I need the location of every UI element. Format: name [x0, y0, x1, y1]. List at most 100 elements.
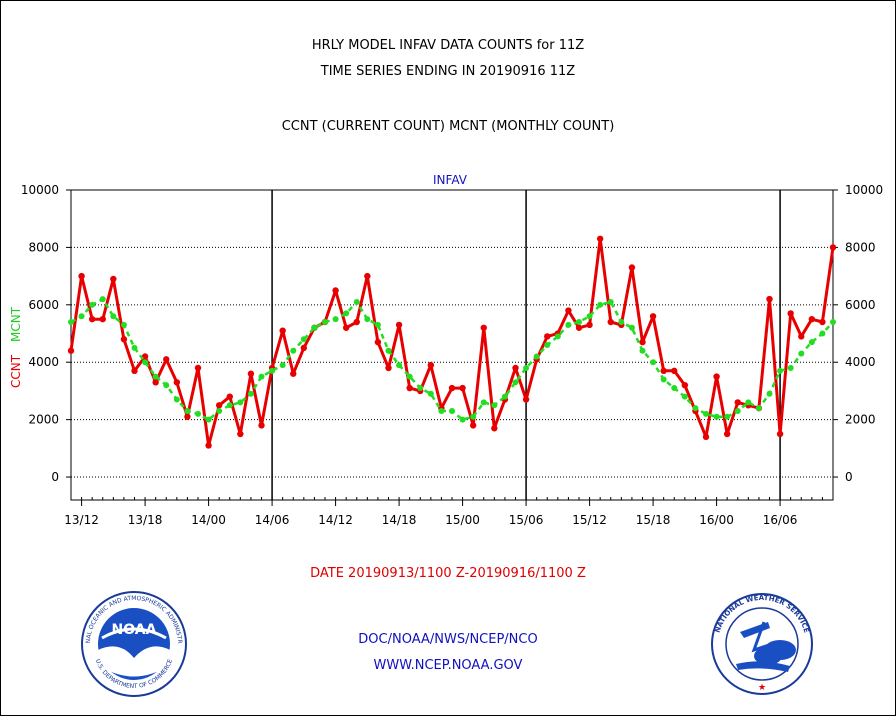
- data-point-mcnt: [660, 376, 667, 383]
- data-point-mcnt: [703, 410, 709, 417]
- data-point-mcnt: [755, 405, 762, 412]
- data-point-mcnt: [78, 313, 85, 320]
- x-tick-label: 15/06: [509, 513, 544, 527]
- data-point-ccnt: [67, 347, 75, 354]
- data-point-ccnt: [734, 399, 741, 406]
- data-point-ccnt: [184, 413, 191, 420]
- y-tick-label-left: 0: [51, 470, 59, 484]
- title-line-2: TIME SERIES ENDING IN 20190916 11Z: [320, 64, 576, 79]
- data-point-mcnt: [501, 393, 508, 400]
- data-point-ccnt: [226, 393, 233, 400]
- data-point-ccnt: [522, 396, 530, 403]
- y-axis-label-ccnt: CCNT: [9, 354, 23, 388]
- data-point-ccnt: [776, 430, 784, 438]
- data-point-ccnt: [247, 370, 255, 377]
- data-point-mcnt: [279, 362, 286, 369]
- y-tick-label-right: 2000: [845, 413, 876, 427]
- svg-text:★: ★: [758, 683, 766, 693]
- data-point-ccnt: [787, 310, 794, 317]
- data-point-mcnt: [173, 396, 180, 403]
- data-point-mcnt: [396, 362, 403, 369]
- data-point-mcnt: [290, 347, 297, 354]
- data-point-mcnt: [226, 402, 233, 409]
- data-point-mcnt: [491, 402, 498, 409]
- data-point-mcnt: [332, 316, 339, 323]
- series-line-mcnt: [70, 297, 834, 421]
- data-point-ccnt: [78, 272, 85, 280]
- data-point-mcnt: [89, 301, 96, 308]
- data-point-mcnt: [745, 399, 752, 406]
- data-point-mcnt: [554, 333, 561, 340]
- data-point-mcnt: [671, 385, 678, 392]
- data-point-ccnt: [628, 264, 636, 271]
- data-point-ccnt: [120, 336, 128, 343]
- x-tick-label: 16/00: [699, 513, 734, 527]
- data-point-ccnt: [258, 422, 265, 429]
- data-point-mcnt: [120, 321, 127, 328]
- data-point-ccnt: [723, 430, 731, 438]
- data-point-ccnt: [99, 315, 106, 323]
- noaa-logo: NOAA NATIONAL OCEANIC AND ATMOSPHERIC AD…: [80, 590, 187, 697]
- data-point-ccnt: [194, 364, 202, 372]
- title-line-1: HRLY MODEL INFAV DATA COUNTS for 11Z: [311, 38, 585, 53]
- data-point-ccnt: [395, 321, 403, 329]
- data-point-mcnt: [163, 382, 170, 389]
- data-point-ccnt: [639, 338, 646, 346]
- x-tick-label: 13/12: [64, 513, 99, 527]
- data-point-mcnt: [734, 408, 741, 415]
- data-point-mcnt: [480, 399, 487, 406]
- data-point-ccnt: [459, 384, 466, 392]
- data-point-ccnt: [544, 333, 551, 340]
- data-point-mcnt: [142, 359, 149, 366]
- x-tick-label: 15/12: [572, 513, 607, 527]
- data-point-mcnt: [830, 319, 836, 326]
- url-link[interactable]: WWW.NCEP.NOAA.GOV: [373, 658, 523, 673]
- data-point-mcnt: [586, 313, 593, 320]
- data-point-mcnt: [618, 319, 625, 326]
- x-tick-label: 14/18: [382, 513, 417, 527]
- data-point-mcnt: [533, 353, 540, 360]
- data-point-mcnt: [152, 373, 159, 380]
- data-point-mcnt: [512, 379, 519, 386]
- org-text: DOC/NOAA/NWS/NCEP/NCO: [358, 632, 538, 647]
- data-point-ccnt: [237, 430, 244, 438]
- data-point-mcnt: [385, 347, 392, 354]
- data-point-mcnt: [68, 319, 74, 326]
- data-point-ccnt: [565, 307, 572, 314]
- data-point-mcnt: [110, 313, 117, 320]
- data-point-ccnt: [607, 318, 614, 326]
- plot-border: [70, 189, 834, 501]
- data-point-ccnt: [681, 381, 689, 389]
- data-point-ccnt: [596, 235, 604, 242]
- data-point-mcnt: [607, 298, 614, 305]
- data-point-ccnt: [798, 333, 805, 340]
- data-point-ccnt: [406, 384, 413, 392]
- x-tick-label: 14/06: [255, 513, 290, 527]
- data-point-mcnt: [99, 296, 106, 303]
- data-point-mcnt: [417, 385, 424, 392]
- data-point-ccnt: [575, 324, 583, 331]
- data-point-mcnt: [766, 390, 773, 397]
- y-tick-label-right: 0: [845, 470, 853, 484]
- y-tick-label-left: 4000: [28, 355, 59, 369]
- data-point-ccnt: [110, 275, 117, 283]
- y-tick-label-right: 6000: [845, 298, 876, 312]
- data-point-mcnt: [353, 298, 360, 305]
- x-tick-label: 15/00: [445, 513, 480, 527]
- data-point-mcnt: [205, 416, 212, 423]
- data-point-mcnt: [565, 321, 572, 328]
- x-tick-label: 13/18: [128, 513, 163, 527]
- nws-logo: ★ NATIONAL WEATHER SERVICE: [711, 593, 813, 695]
- data-point-mcnt: [364, 316, 371, 323]
- data-point-mcnt: [131, 344, 138, 351]
- data-point-ccnt: [215, 402, 223, 409]
- data-point-ccnt: [819, 318, 826, 326]
- date-range: DATE 20190913/1100 Z-20190916/1100 Z: [310, 566, 586, 581]
- data-point-mcnt: [374, 321, 381, 328]
- y-axis-label-mcnt: MCNT: [9, 306, 23, 342]
- data-point-ccnt: [342, 324, 350, 331]
- chart-title: INFAV: [433, 173, 468, 187]
- data-point-mcnt: [819, 330, 826, 337]
- data-point-mcnt: [216, 408, 223, 415]
- data-point-ccnt: [131, 367, 138, 375]
